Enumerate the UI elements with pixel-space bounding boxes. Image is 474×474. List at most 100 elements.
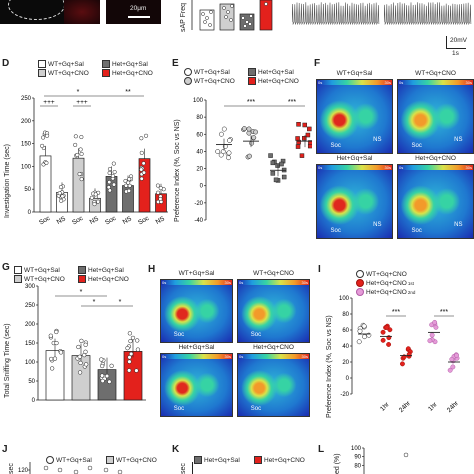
g-point [135,347,141,352]
i-point [433,324,439,330]
d-bar [138,158,151,213]
heatmap-grid-f: WT+Gq+Sal 0s 30s Soc NS WT+Gq+CNO 0s 30s Soc NS He… [316,70,474,240]
e-y-tick-label: 100 [193,98,204,104]
d-y-tick-label: 250 [21,96,32,102]
i-y-tick-label: 80 [342,312,349,318]
f-ns-label: NS [454,222,463,228]
d-point [111,182,117,187]
d-point [143,133,149,138]
i-point [454,352,459,358]
legend-swatch-wt-sal [38,60,46,68]
d-point [126,188,132,193]
legend-e-label-het-cno: Het+Gq+CNO [258,77,299,85]
legend-g-swatch-wt-sal [14,266,22,274]
i-x-tick-label: 1hr [379,401,391,413]
i-point [357,328,363,334]
legend-g-swatch-het-cno [78,275,86,283]
d-point [107,170,112,176]
h-heatmap: 0s 30s Soc [237,279,310,343]
legend-g-swatch-wt-cno [14,275,22,283]
legend-label-wt-cno: WT+Gq+CNO [48,69,89,77]
g-point [104,373,110,379]
g-point [82,352,87,358]
panel-label-l: L [318,444,325,455]
d-point [107,167,112,172]
f-heatmap-title: WT+Gq+Sal [336,70,373,77]
legend-i-label-b: Het+Gq+CNO [366,279,407,287]
i-y-tick-label: 100 [339,296,350,302]
i-point [361,323,367,329]
g-point [127,368,132,373]
k-y-axis-line [192,462,193,474]
e-point [246,130,252,136]
f-colorbar-min: 0s [399,165,404,170]
i-point [362,334,367,340]
e-point [299,153,305,158]
h-heatmap-title: Het+Gq+Sal [178,344,215,351]
e-y-tick-label: 0 [200,184,204,190]
e-point [251,135,257,141]
g-y-axis-label: Total Sniffing Time (sec) [4,323,11,398]
e-point [307,126,312,132]
d-point [106,185,111,190]
f-colorbar-min: 0s [318,80,323,85]
chart-g: 0 50 100 150 200 250 300 * * * [25,284,146,404]
e-point [302,136,307,141]
e-point [221,126,227,132]
f-heatmap: 0s 30s Soc NS [397,164,474,239]
trace-scale-v-bar [446,36,447,48]
i-point [380,329,386,335]
g-y-tick-label: 50 [28,379,35,385]
i-point [450,364,456,370]
panel-label-k: K [172,444,180,455]
j-point [87,465,93,471]
d-y-tick-label: 50 [24,187,31,193]
e-point [268,153,273,158]
i-point [386,342,392,347]
d-y-tick-label: 150 [21,142,32,148]
scale-bar [128,16,150,18]
i-point [432,319,438,325]
h-soc-label: Soc [173,332,185,338]
legend-k-label-b: Het+Gq+CNO [264,456,305,464]
e-point [273,177,279,183]
d-y-axis-label: Investigation Time (sec) [4,144,11,218]
h-heatmap-colorbar [161,354,232,359]
d-point [141,170,147,175]
d-point [93,192,98,197]
d-point [155,183,160,188]
l-y-axis-label: ed (%) [334,453,341,474]
h-heatmap-colorbar [238,354,309,359]
legend-i-sup-b: 1st [407,280,414,286]
legend-label-wt-sal: WT+Gq+Sal [48,60,84,68]
e-sig-label: *** [288,99,296,106]
d-point [89,195,94,200]
d-bar [72,157,85,213]
e-point [279,161,284,167]
d-point [92,202,97,207]
d-point [73,142,78,147]
trace-scale-v-label: 20mV [450,37,467,44]
i-x-tick-label: 24hr [446,399,461,414]
legend-j-swatch-b [106,456,114,464]
legend-j-label-a: WT+Gq+Sal [56,456,92,464]
d-point [59,198,64,203]
f-colorbar-min: 0s [318,165,323,170]
g-point [134,368,139,373]
g-point [77,370,83,375]
d-point [77,171,82,177]
f-colorbar-max: 30s [465,165,472,170]
f-heatmap: 0s 30s Soc NS [397,79,474,154]
g-y-tick-label: 200 [25,322,36,328]
f-heatmap-title: Het+Gq+CNO [415,155,456,162]
panel-label-f: F [314,58,321,69]
panel-label-h: H [148,264,156,275]
f-heatmap-colorbar [398,80,473,85]
panel-label-e: E [172,58,179,69]
i-point [380,337,386,343]
legend-k-swatch-a [194,456,202,464]
i-y-tick-label: 60 [342,328,349,334]
d-point [44,160,49,165]
f-colorbar-min: 0s [399,80,404,85]
